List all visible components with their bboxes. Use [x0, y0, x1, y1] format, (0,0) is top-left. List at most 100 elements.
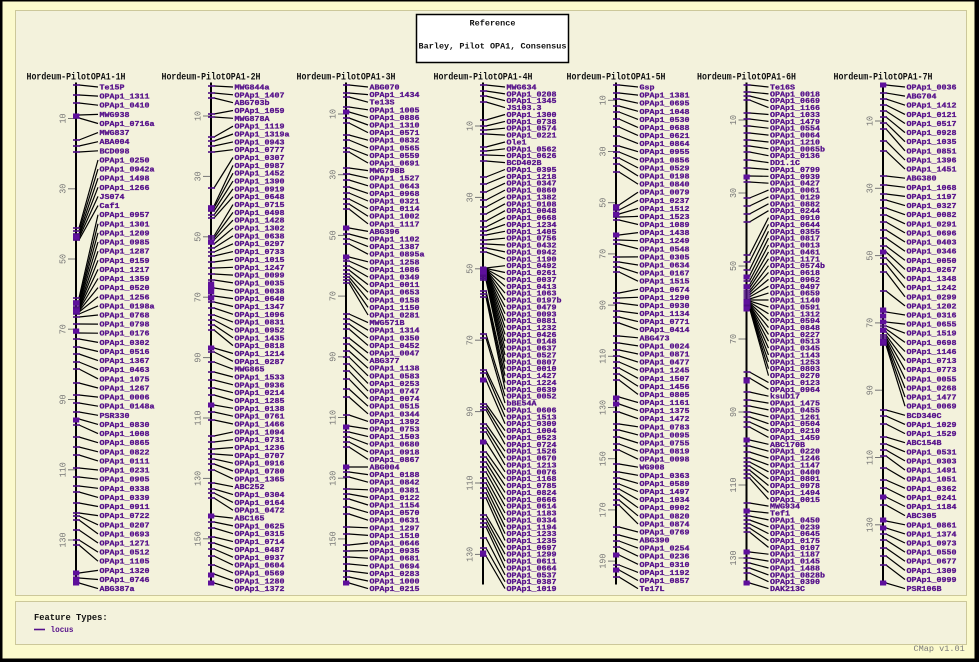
- svg-text:OPAp1_0477: OPAp1_0477: [640, 360, 690, 368]
- svg-text:OPAp1_1096: OPAp1_1096: [235, 312, 285, 320]
- svg-text:OPAp1_0504: OPAp1_0504: [770, 421, 820, 429]
- svg-text:OPAp1_0565: OPAp1_0565: [370, 145, 420, 153]
- svg-text:OPAp1_0631: OPAp1_0631: [370, 518, 420, 526]
- svg-text:OPAp1_0691: OPAp1_0691: [370, 161, 420, 169]
- svg-text:OPAp1_0693: OPAp1_0693: [100, 531, 150, 539]
- svg-text:10: 10: [465, 121, 476, 131]
- svg-text:70: 70: [328, 291, 339, 301]
- svg-text:10: 10: [193, 111, 204, 121]
- svg-text:OPAp1_1005: OPAp1_1005: [370, 107, 420, 115]
- svg-text:OPAp1_0537: OPAp1_0537: [507, 572, 557, 580]
- svg-text:OPAp1_0594: OPAp1_0594: [770, 318, 820, 326]
- svg-text:OPAp1_1150: OPAp1_1150: [370, 305, 420, 313]
- svg-text:OPAp1_0347: OPAp1_0347: [507, 181, 557, 189]
- svg-text:OPAp1_0345: OPAp1_0345: [770, 346, 820, 354]
- svg-text:OPAp1_1512: OPAp1_1512: [640, 206, 690, 214]
- svg-text:OPAp1_0148a: OPAp1_0148a: [100, 404, 155, 412]
- svg-text:OPAp1_0114: OPAp1_0114: [370, 206, 420, 214]
- svg-text:OPAp1_0574: OPAp1_0574: [507, 126, 557, 134]
- svg-text:WG908: WG908: [640, 465, 665, 473]
- svg-text:OPAp1_0321: OPAp1_0321: [370, 199, 420, 207]
- svg-text:OPAp1_1529: OPAp1_1529: [907, 431, 957, 439]
- svg-text:OPAp1_0175: OPAp1_0175: [770, 538, 820, 546]
- svg-text:OPAp1_0239: OPAp1_0239: [770, 524, 820, 532]
- svg-text:OPAp1_1310: OPAp1_1310: [370, 123, 420, 131]
- svg-text:OPAp1_0824: OPAp1_0824: [507, 490, 557, 498]
- svg-text:OPAp1_1184: OPAp1_1184: [907, 504, 957, 512]
- svg-text:OPAp1_0668: OPAp1_0668: [507, 215, 557, 223]
- svg-text:OPAp1_0680: OPAp1_0680: [370, 442, 420, 450]
- svg-text:OPAp1_1146: OPAp1_1146: [907, 349, 957, 357]
- svg-text:OPAp1_0801: OPAp1_0801: [770, 476, 820, 484]
- svg-text:OPAp1_1171: OPAp1_1171: [770, 256, 820, 264]
- svg-text:OPAp1_0344: OPAp1_0344: [370, 411, 420, 419]
- svg-text:OPAp1_0006: OPAp1_0006: [100, 395, 150, 403]
- svg-text:OPAp1_0349: OPAp1_0349: [370, 275, 420, 283]
- svg-text:10: 10: [728, 115, 739, 125]
- svg-text:Barley, Pilot OPA1, Consensus: Barley, Pilot OPA1, Consensus: [419, 42, 567, 52]
- svg-text:OPAp1_1190: OPAp1_1190: [507, 256, 557, 264]
- svg-text:OPAp1_0733: OPAp1_0733: [235, 249, 285, 257]
- svg-text:OPAp1_0037: OPAp1_0037: [507, 277, 557, 285]
- svg-text:OPAp1_0773: OPAp1_0773: [907, 367, 957, 375]
- svg-text:ABC170B: ABC170B: [770, 442, 805, 450]
- svg-text:OPAp1_1466: OPAp1_1466: [235, 422, 285, 430]
- svg-text:OPAp1_0316: OPAp1_0316: [907, 313, 957, 321]
- svg-text:10: 10: [328, 109, 339, 119]
- svg-text:ksuD17: ksuD17: [770, 394, 800, 402]
- svg-text:MWG837: MWG837: [100, 130, 130, 138]
- svg-text:OPAp1_1154: OPAp1_1154: [370, 503, 420, 511]
- svg-text:OPAp1_0936: OPAp1_0936: [235, 382, 285, 390]
- svg-text:OPAp1_1314: OPAp1_1314: [370, 328, 420, 336]
- svg-text:OPAp1_0618: OPAp1_0618: [770, 270, 820, 278]
- svg-text:90: 90: [58, 394, 69, 404]
- svg-text:110: 110: [728, 477, 739, 492]
- svg-text:ABC165: ABC165: [235, 516, 265, 524]
- svg-text:50: 50: [58, 254, 69, 264]
- svg-text:OPAp1_0176: OPAp1_0176: [100, 331, 150, 339]
- svg-text:OPAp1_0640: OPAp1_0640: [235, 296, 285, 304]
- svg-text:OPAp1_0188: OPAp1_0188: [370, 472, 420, 480]
- svg-text:OPAp1_0550: OPAp1_0550: [907, 550, 957, 558]
- svg-text:170: 170: [598, 502, 609, 517]
- svg-text:OPAp1_1427: OPAp1_1427: [507, 373, 557, 381]
- svg-text:OPAp1_1348: OPAp1_1348: [907, 276, 957, 284]
- svg-text:OPAp1_0065b: OPAp1_0065b: [770, 146, 825, 154]
- svg-text:OPAp1_0036: OPAp1_0036: [907, 85, 957, 93]
- svg-text:ABC305: ABC305: [907, 513, 937, 521]
- svg-text:Te15P: Te15P: [100, 85, 125, 93]
- svg-text:OPAp1_0571: OPAp1_0571: [370, 130, 420, 138]
- svg-text:OPAp1_0035: OPAp1_0035: [235, 280, 285, 288]
- svg-text:OPAp1_0738: OPAp1_0738: [507, 119, 557, 127]
- svg-text:OPAp1_0860: OPAp1_0860: [507, 188, 557, 196]
- svg-text:90: 90: [598, 300, 609, 310]
- svg-text:OPAp1_0198: OPAp1_0198: [640, 174, 690, 182]
- svg-text:PSR106B: PSR106B: [907, 586, 942, 594]
- svg-text:OPAp1_0639: OPAp1_0639: [507, 387, 557, 395]
- svg-text:OPAp1_1147: OPAp1_1147: [770, 462, 820, 470]
- svg-text:OPAp1_0756: OPAp1_0756: [507, 236, 557, 244]
- svg-text:Te17L: Te17L: [640, 586, 665, 594]
- svg-text:OPAp1_0024: OPAp1_0024: [640, 343, 690, 351]
- svg-text:OPAp1_0747: OPAp1_0747: [370, 389, 420, 397]
- svg-text:OPAp1_0198a: OPAp1_0198a: [100, 303, 155, 311]
- svg-text:OPAp1_1202: OPAp1_1202: [907, 303, 957, 311]
- svg-text:OPAp1_0197b: OPAp1_0197b: [507, 298, 562, 306]
- svg-text:Caf1: Caf1: [100, 203, 120, 211]
- svg-text:110: 110: [193, 410, 204, 425]
- svg-text:OPAp1_0831: OPAp1_0831: [235, 320, 285, 328]
- svg-text:OPAp1_0309: OPAp1_0309: [507, 421, 557, 429]
- svg-text:OPAp1_1372: OPAp1_1372: [235, 586, 285, 594]
- svg-text:OPAp1_0520: OPAp1_0520: [100, 285, 150, 293]
- svg-text:OPAp1_1513: OPAp1_1513: [507, 414, 557, 422]
- svg-text:OPAp1_0621: OPAp1_0621: [640, 133, 690, 141]
- svg-text:ABG004: ABG004: [370, 465, 400, 473]
- svg-text:OPAp1_0942a: OPAp1_0942a: [100, 167, 155, 175]
- svg-text:OPAp1_0138: OPAp1_0138: [235, 406, 285, 414]
- svg-text:OPAp1_0310: OPAp1_0310: [640, 562, 690, 570]
- svg-text:OPAp1_1390: OPAp1_1390: [235, 179, 285, 187]
- svg-text:OPAp1_0625: OPAp1_0625: [235, 523, 285, 531]
- svg-text:OPAp1_0231: OPAp1_0231: [100, 468, 150, 476]
- svg-text:OPAp1_0315: OPAp1_0315: [235, 531, 285, 539]
- svg-text:130: 130: [598, 400, 609, 415]
